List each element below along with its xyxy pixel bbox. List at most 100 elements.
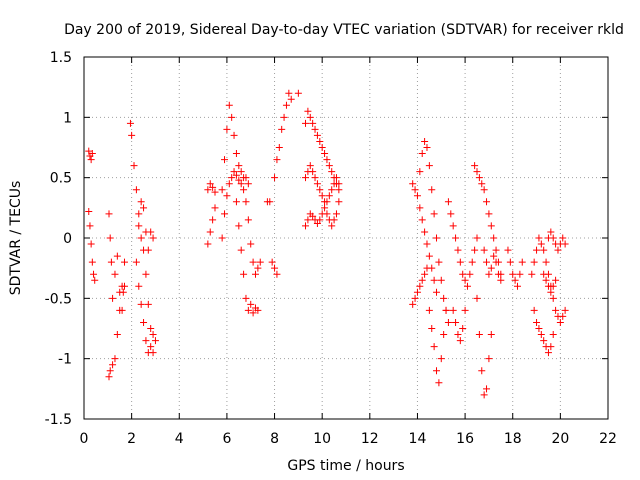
data-point — [209, 183, 217, 191]
series-arc-25 — [444, 198, 481, 290]
data-point — [140, 204, 148, 212]
data-point — [509, 270, 517, 278]
data-point — [237, 168, 245, 176]
data-point — [428, 325, 436, 332]
data-point — [418, 150, 426, 158]
data-point — [309, 168, 317, 176]
data-point — [444, 198, 452, 206]
data-point — [473, 234, 481, 242]
data-point — [228, 113, 236, 121]
grid-lines — [84, 57, 608, 419]
data-point — [88, 258, 96, 266]
data-points — [85, 89, 569, 399]
data-point — [254, 306, 262, 314]
series-arc-8 — [204, 180, 219, 196]
data-point — [456, 337, 464, 345]
series-arc-7 — [135, 198, 157, 254]
data-point — [461, 306, 469, 314]
data-point — [547, 343, 555, 351]
series-arc-9 — [204, 204, 219, 248]
data-point — [325, 162, 333, 170]
data-point — [416, 168, 424, 176]
data-point — [504, 246, 512, 254]
x-tick-label: 0 — [80, 431, 89, 447]
data-point — [137, 300, 145, 308]
data-point — [237, 180, 245, 188]
data-point — [447, 210, 455, 218]
data-point — [106, 234, 114, 242]
data-point — [421, 137, 429, 145]
data-point — [318, 192, 326, 200]
data-point — [323, 198, 331, 206]
data-point — [211, 188, 219, 196]
series-arc-24 — [425, 306, 450, 387]
data-point — [540, 246, 548, 254]
data-point — [109, 361, 117, 369]
data-point — [311, 174, 319, 182]
data-point — [461, 276, 469, 284]
data-point — [416, 204, 424, 212]
data-point — [511, 276, 519, 284]
data-point — [323, 210, 331, 218]
series-arc-12 — [232, 198, 262, 317]
data-point — [335, 180, 343, 188]
data-point — [107, 258, 115, 266]
data-point — [221, 210, 229, 218]
data-point — [223, 125, 231, 133]
data-point — [325, 192, 333, 200]
data-point — [105, 373, 113, 381]
y-axis-ticks: -1.5 -1 -0.5 0 0.5 1 1.5 — [45, 50, 608, 428]
series-arc-11 — [218, 168, 248, 242]
data-point — [137, 234, 145, 242]
data-point — [556, 318, 564, 326]
data-point — [311, 125, 319, 133]
series-arc-34 — [540, 270, 560, 296]
data-point — [232, 171, 240, 179]
data-point — [254, 264, 262, 272]
data-point — [554, 246, 562, 254]
data-point — [235, 176, 243, 184]
data-point — [120, 258, 128, 266]
data-point — [452, 234, 460, 242]
data-point — [118, 282, 126, 290]
data-point — [409, 180, 417, 188]
data-point — [452, 318, 460, 326]
data-point — [135, 210, 143, 218]
data-point — [478, 180, 486, 188]
data-point — [228, 174, 236, 182]
data-point — [328, 222, 336, 230]
data-point — [430, 210, 438, 218]
data-point — [249, 258, 257, 266]
data-point — [430, 343, 438, 351]
data-point — [435, 379, 443, 387]
data-point — [559, 234, 567, 242]
data-point — [471, 246, 479, 254]
data-point — [549, 234, 557, 242]
data-point — [218, 234, 226, 242]
data-point — [149, 331, 157, 339]
data-point — [132, 258, 140, 266]
data-point — [425, 162, 433, 170]
data-point — [485, 210, 493, 218]
data-point — [561, 306, 569, 314]
data-point — [535, 325, 543, 332]
data-point — [475, 331, 483, 339]
data-point — [126, 119, 134, 127]
data-point — [483, 258, 491, 266]
data-point — [247, 300, 255, 308]
data-point — [85, 147, 93, 155]
data-point — [535, 234, 543, 242]
data-point — [423, 144, 431, 151]
data-point — [318, 144, 326, 151]
series-arc-19 — [302, 162, 343, 206]
data-point — [132, 186, 140, 194]
data-point — [206, 180, 214, 188]
data-point — [516, 270, 524, 278]
x-tick-label: 16 — [456, 431, 474, 447]
data-point — [418, 276, 426, 284]
data-point — [313, 180, 321, 188]
data-point — [530, 258, 538, 266]
data-point — [280, 113, 288, 121]
data-point — [413, 192, 421, 200]
data-point — [425, 252, 433, 260]
